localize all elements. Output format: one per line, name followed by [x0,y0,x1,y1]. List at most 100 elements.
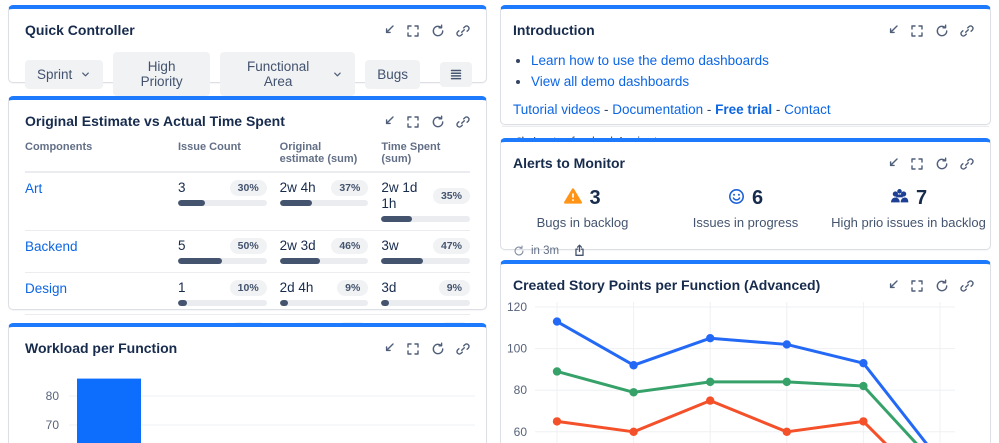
refresh-icon[interactable] [429,22,447,40]
percent-badge: 9% [337,280,369,296]
series-red-point[interactable] [552,417,562,426]
link-icon[interactable] [958,277,976,295]
component-link[interactable]: Backend [25,239,78,254]
link-icon[interactable] [958,155,976,173]
series-green-point[interactable] [552,367,562,376]
collapse-icon[interactable] [379,22,397,40]
component-link[interactable]: Design [25,281,68,296]
series-red-point[interactable] [782,427,791,436]
progress-bar [279,258,369,264]
percent-badge: 35% [432,188,470,204]
refresh-note-text: in 3m [531,244,560,257]
percent-badge: 46% [331,238,369,254]
table-row: Backend 5 50% 2w 3d 46% 3w 47% [25,231,470,273]
collapse-icon[interactable] [883,277,901,295]
filter-label: Bugs [377,66,408,82]
workload-bar[interactable] [77,378,141,443]
series-green-point[interactable] [859,381,868,391]
refresh-icon[interactable] [429,113,447,131]
metric-value: 5 [178,238,186,253]
fullscreen-icon[interactable] [404,340,422,358]
collapse-icon[interactable] [379,340,397,358]
metric-cell: 1 10% [178,280,267,306]
svg-text:60: 60 [514,425,528,439]
footer-link-documentation[interactable]: Documentation [612,102,704,117]
metric-cell: 3 30% [178,180,267,206]
filter-label: High Priority [140,59,183,89]
series-blue-point[interactable] [552,317,562,326]
refresh-icon[interactable] [933,22,951,40]
story-points-panel: Created Story Points per Function (Advan… [500,260,991,443]
filter-label: Sprint [37,66,73,82]
column-header[interactable]: Issue Count [178,141,241,153]
footer-link-free-trial[interactable]: Free trial [715,102,773,117]
series-blue-point[interactable] [629,361,638,370]
column-header[interactable]: Original estimate (sum) [279,141,358,165]
intro-bullet-list: Learn how to use the demo dashboards View… [501,50,990,92]
people-icon [890,188,909,209]
metric-cell: 2w 1d 1h 35% [381,180,470,222]
workload-panel: Workload per Function 80 70 [8,323,487,443]
panel-actions [379,22,472,40]
svg-text:100: 100 [507,342,527,356]
link-icon[interactable] [454,340,472,358]
series-blue-point[interactable] [859,358,868,368]
footer-link-tutorial-videos[interactable]: Tutorial videos [513,102,601,117]
refresh-icon[interactable] [933,155,951,173]
link-separator: - [600,102,613,117]
fullscreen-icon[interactable] [404,113,422,131]
panel-title: Alerts to Monitor [513,155,625,171]
list-view-button[interactable] [440,61,472,87]
filter-high-priority[interactable]: High Priority [113,52,210,96]
series-green-point[interactable] [706,377,715,387]
fullscreen-icon[interactable] [908,277,926,295]
alerts-footer: in 3m [501,234,990,257]
stat-bugs-in-backlog: 3 Bugs in backlog [501,187,664,230]
series-green-point[interactable] [629,388,638,397]
collapse-icon[interactable] [883,22,901,40]
series-blue-point[interactable] [782,340,791,349]
column-header[interactable]: Components [25,141,93,153]
component-link[interactable]: Art [25,181,43,196]
link-icon[interactable] [958,22,976,40]
collapse-icon[interactable] [883,155,901,173]
share-button[interactable] [565,244,586,257]
series-green-point[interactable] [782,377,791,387]
series-red-point[interactable] [629,427,638,436]
metric-value: 2d 4h [279,280,314,295]
series-red-line [555,399,888,443]
fullscreen-icon[interactable] [404,22,422,40]
column-header[interactable]: Time Spent (sum) [381,141,441,165]
stat-label: High prio issues in backlog [831,215,986,230]
refresh-icon[interactable] [933,277,951,295]
fullscreen-icon[interactable] [908,155,926,173]
series-blue-point[interactable] [706,334,715,343]
intro-link[interactable]: Learn how to use the demo dashboards [531,53,769,68]
panel-title: Created Story Points per Function (Advan… [513,277,821,293]
progress-bar [279,300,369,306]
footer-link-contact[interactable]: Contact [784,102,831,117]
intro-bullet: View all demo dashboards [531,71,990,92]
quick-controller-panel: Quick Controller Sprint High Priority Func… [8,5,487,96]
filter-bugs[interactable]: Bugs [365,59,420,89]
series-red-point[interactable] [706,396,715,405]
intro-link[interactable]: View all demo dashboards [531,74,690,89]
percent-badge: 30% [229,180,267,196]
progress-bar [279,200,369,206]
metric-value: 1 [178,280,186,295]
fullscreen-icon[interactable] [908,22,926,40]
refresh-timer-icon [514,245,524,255]
refresh-icon[interactable] [429,340,447,358]
filter-sprint[interactable]: Sprint [25,59,104,89]
link-icon[interactable] [454,22,472,40]
refresh-schedule: in 3m [513,244,586,257]
filter-functional-area[interactable]: Functional Area [219,52,356,96]
series-red-point[interactable] [859,417,868,426]
stats-row: 3 Bugs in backlog 6 Issues in progress 7 High… [501,173,990,234]
collapse-icon[interactable] [379,113,397,131]
intro-bullet: Learn how to use the demo dashboards [531,50,990,71]
panel-actions [883,22,976,40]
stat-label: Issues in progress [692,215,799,230]
smiley-icon [728,188,745,210]
link-icon[interactable] [454,113,472,131]
